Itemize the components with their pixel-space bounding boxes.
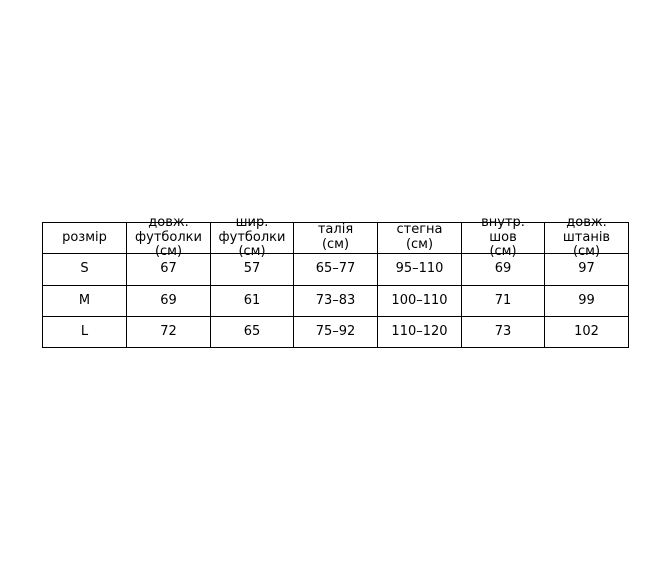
header-text: (см) [572,244,601,260]
table-cell: L [80,323,89,339]
table-cell: 65–77 [315,261,356,277]
header-cell: стегна (см) [377,222,462,254]
table-cell: 69 [160,292,177,308]
header-text: шов [489,229,517,246]
header-text: (см) [321,237,350,253]
table-cell: 99 [578,292,595,308]
header-text: розмір [62,229,107,246]
table-cell: 73 [494,323,512,339]
header-lines: стегна (см) [396,222,443,253]
header-text: (см) [154,244,183,260]
header-cell: розмір [42,222,127,254]
header-cell: талія (см) [293,222,378,254]
header-lines: довж. штанів (см) [562,215,611,260]
header-text: шир. [235,215,269,231]
header-cell: довж. футболки (см) [126,216,211,260]
table-cell: 95–110 [395,261,444,277]
table-cell: S [80,261,89,277]
header-lines: талія (см) [317,222,354,253]
header-lines: шир. футболки (см) [218,215,286,260]
header-cell: довж. штанів (см) [544,216,629,260]
header-text: внутр. [481,215,525,231]
header-cell: шир. футболки (см) [210,216,294,260]
header-text: стегна [396,222,443,238]
table-cell: 67 [160,261,177,277]
header-text: (см) [405,237,434,253]
header-lines: внутр. шов (см) [481,216,525,260]
table-cell: 61 [243,292,261,308]
header-cell: внутр. шов (см) [461,216,545,260]
header-text: довж. [148,215,189,231]
table-cell: 57 [243,261,261,277]
header-text: (см) [489,244,517,260]
table-cell: 100–110 [391,292,448,308]
size-table: розмір довж. футболки (см) шир. футболки (см) т… [42,216,629,348]
header-text: талія [317,222,354,238]
table-cell: 72 [160,323,177,339]
header-lines: довж. футболки (см) [135,216,202,260]
header-lines: розмір [62,229,107,246]
table-cell: 110–120 [391,323,448,339]
table-cell: 69 [494,261,512,277]
table-cell: 75–92 [315,323,356,339]
header-text: футболки [218,229,286,246]
table-cell: 73–83 [315,292,356,308]
table-cell: 65 [243,323,261,339]
table-cell: M [78,292,91,308]
table-cell: 97 [578,261,595,277]
header-text: штанів [562,229,611,246]
header-text: (см) [238,244,266,260]
table-cell: 71 [494,292,512,308]
table-cell: 102 [574,323,599,339]
header-text: довж. [566,215,607,231]
header-text: футболки [135,229,202,246]
